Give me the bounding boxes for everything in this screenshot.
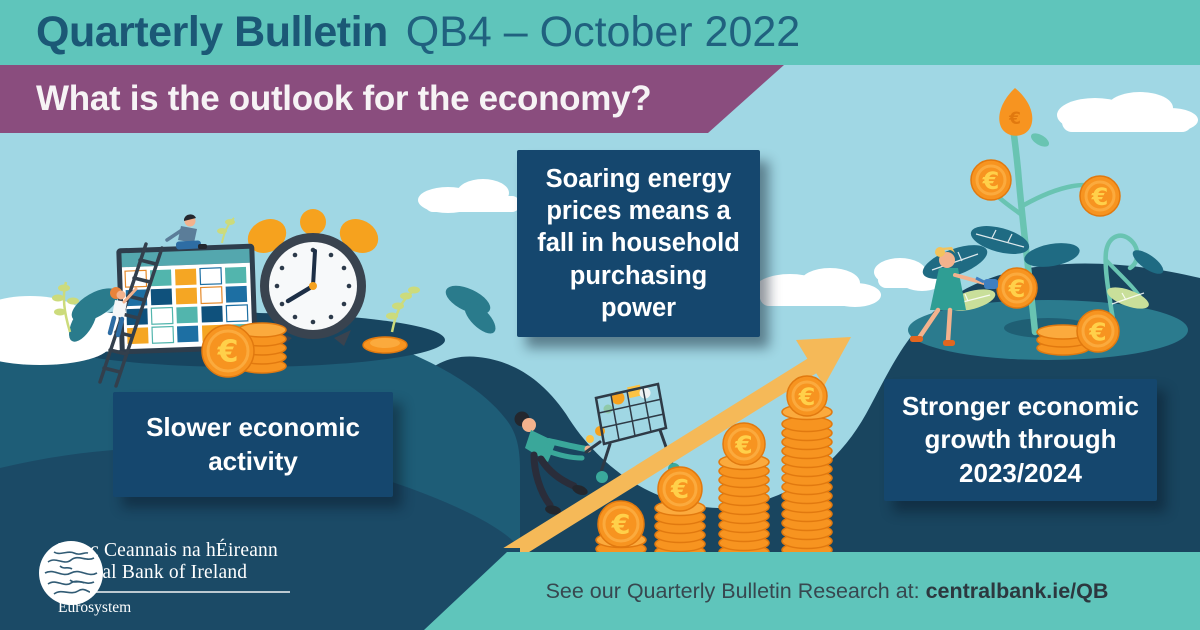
- central-bank-logo: Banc Ceannais na hÉireann Central Bank o…: [38, 540, 290, 617]
- callout-line: Slower economic: [146, 412, 360, 443]
- central-bank-logo-globe-icon: [39, 541, 103, 605]
- callout-energy-prices: Soaring energy prices means a fall in ho…: [517, 150, 760, 337]
- page-title: Quarterly Bulletin: [36, 8, 388, 56]
- research-link[interactable]: centralbank.ie/QB: [925, 578, 1109, 603]
- callout-stronger-growth: Stronger economic growth through 2023/20…: [884, 379, 1157, 501]
- svg-text:€: €: [217, 335, 239, 370]
- svg-text:€: €: [1008, 275, 1026, 303]
- growth-arrow-icon: [492, 337, 851, 570]
- falling-shopper: [514, 411, 592, 515]
- logo-text: Banc Ceannais na hÉireann Central Bank o…: [58, 540, 290, 617]
- alarm-bells: [247, 209, 379, 253]
- callout-line: Soaring energy: [545, 164, 732, 193]
- left-scene: €: [52, 209, 496, 388]
- coin-stack-icon: €: [201, 322, 408, 378]
- leaves: [52, 217, 496, 342]
- callout-line: fall in household: [537, 229, 740, 258]
- svg-text:€: €: [798, 383, 816, 411]
- logo-irish-name: Banc Ceannais na hÉireann: [58, 540, 278, 561]
- logo-english-name: Central Bank of Ireland: [58, 562, 248, 583]
- research-prefix: See our Quarterly Bulletin Research at:: [545, 578, 926, 603]
- cloud: [418, 92, 1198, 307]
- climbing-person: [107, 287, 138, 338]
- header-band: Quarterly Bulletin QB4 – October 2022: [0, 0, 1200, 65]
- callout-line: purchasing: [569, 261, 708, 290]
- callout-slower-activity: Slower economic activity: [113, 392, 393, 497]
- right-scene: € € € € €: [908, 88, 1188, 360]
- svg-text:€: €: [670, 475, 689, 505]
- center-scene: € €: [492, 337, 851, 570]
- question-text: What is the outlook for the economy?: [36, 79, 652, 118]
- picking-person: [910, 247, 998, 346]
- callout-line: activity: [208, 445, 298, 476]
- coin-stacks: € €: [595, 375, 833, 561]
- svg-text:€: €: [982, 167, 1000, 195]
- logo-divider: [58, 591, 290, 593]
- research-text: See our Quarterly Bulletin Research at: …: [546, 579, 1109, 604]
- callout-line: 2023/2024: [959, 457, 1082, 488]
- svg-text:€: €: [1088, 318, 1106, 347]
- svg-text:€: €: [1091, 183, 1109, 211]
- svg-text:€: €: [734, 431, 752, 460]
- svg-text:€: €: [1008, 109, 1021, 129]
- svg-text:€: €: [611, 510, 631, 541]
- question-ribbon: What is the outlook for the economy?: [0, 65, 784, 133]
- issue-label: QB4 – October 2022: [405, 8, 801, 56]
- footer-research-band: See our Quarterly Bulletin Research at: …: [424, 552, 1200, 630]
- kneeling-person: [165, 214, 207, 250]
- callout-line: growth through: [924, 424, 1117, 455]
- callout-line: power: [600, 294, 677, 323]
- callout-line: prices means a: [546, 196, 731, 225]
- callout-line: Stronger economic: [902, 391, 1139, 422]
- money-tree-icon: € € € € €: [922, 88, 1164, 356]
